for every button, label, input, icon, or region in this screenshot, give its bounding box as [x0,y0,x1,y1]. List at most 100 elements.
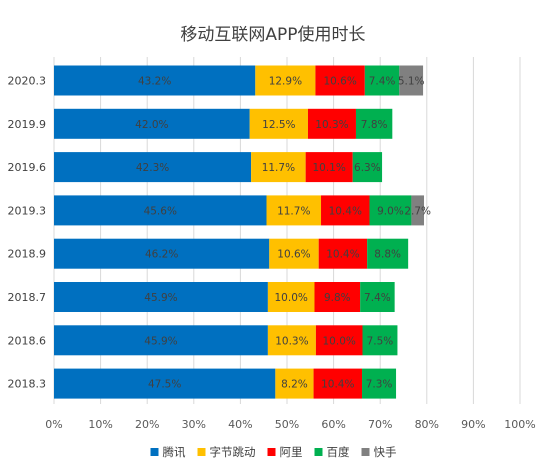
bar-segment [54,282,268,312]
x-tick-label: 60% [321,418,345,431]
bar-segment [267,325,316,356]
legend-swatch [267,448,276,456]
bar-segment [315,325,363,356]
legend: 腾讯 字节跳动 阿里 百度 快手 [150,445,397,459]
x-tick-label: 20% [135,418,159,431]
data-label: 42.3% [136,162,169,174]
legend-label: 百度 [327,445,350,459]
x-tick-label: 70% [368,418,392,431]
data-label: 10.1% [312,162,345,174]
bar-segment [313,368,363,399]
data-label: 7.4% [364,292,391,304]
data-label: 10.4% [329,205,362,217]
data-label: 9.8% [324,292,351,304]
legend-label: 字节跳动 [210,445,256,459]
data-label: 2.7% [404,205,431,217]
legend-item: 腾讯 [150,445,186,459]
category-labels: 2020.3 2019.9 2019.6 2019.3 2018.9 2018.7 2018… [8,75,47,391]
category-label: 2019.6 [8,161,47,174]
x-tick-label: 90% [461,418,485,431]
x-tick-label: 100% [504,418,535,431]
data-label: 6.3% [354,162,381,174]
category-label: 2019.9 [8,118,47,131]
bar-segment [360,282,395,312]
bar-segment [54,238,270,269]
data-label: 46.2% [145,249,178,261]
x-tick-label: 0% [45,418,62,431]
bar-segment [362,325,398,356]
data-label: 8.2% [281,379,308,391]
bar-segment [352,152,383,183]
legend-swatch [150,448,159,456]
category-label: 2018.6 [8,334,47,347]
data-label: 45.9% [144,292,177,304]
bar-segment [54,108,250,139]
bar-segment [54,368,276,399]
data-label: 10.4% [321,379,354,391]
legend-label: 阿里 [280,445,303,459]
bar-segment [255,65,316,96]
chart-title: 移动互联网APP使用时长 [180,24,365,45]
data-label: 11.7% [277,205,310,217]
bar-segment [266,195,322,226]
category-label: 2020.3 [8,75,47,88]
bar-segment [399,65,424,96]
data-label: 12.9% [269,76,302,88]
data-label: 10.3% [315,119,348,131]
bar-segment [411,195,425,226]
bar-segment [305,152,353,183]
x-tick-label: 80% [415,418,439,431]
legend-item: 百度 [314,445,350,459]
category-label: 2018.3 [8,378,47,391]
legend-swatch [314,448,323,456]
bar-segment [251,152,306,183]
data-label: 11.7% [262,162,295,174]
bar-segment [307,108,356,139]
legend-label: 快手 [374,445,397,459]
bar-segment [54,65,256,96]
data-label: 7.8% [361,119,388,131]
legend-item: 快手 [361,445,397,459]
legend-label: 腾讯 [163,445,186,459]
data-label: 8.8% [374,249,401,261]
x-tick-label: 40% [228,418,252,431]
bar-segment [267,282,315,312]
bars-layer: 43.2% 12.9% 10.6% 7.4% 5.1%42.0% 12.5% 10.3% 7.… [54,65,431,399]
data-label: 45.6% [144,205,177,217]
bar-segment [362,368,397,399]
data-label: 7.3% [366,379,393,391]
data-label: 43.2% [138,76,171,88]
legend-swatch [361,448,370,456]
data-label: 10.0% [323,335,356,347]
data-label: 45.9% [144,335,177,347]
bar-segment [314,282,361,312]
bar-segment [249,108,308,139]
legend-item: 字节跳动 [197,445,256,459]
bar-segment [269,238,319,269]
category-label: 2019.3 [8,204,47,217]
bar-segment [54,195,267,226]
x-tick-label: 30% [182,418,206,431]
bar-segment [369,195,412,226]
data-label: 7.4% [369,76,396,88]
x-tick-label: 50% [275,418,299,431]
bar-segment [364,65,400,96]
bar-segment [54,152,252,183]
data-label: 10.6% [277,249,310,261]
data-label: 42.0% [135,119,168,131]
data-label: 10.3% [275,335,308,347]
bar-segment [315,65,365,96]
category-label: 2018.9 [8,248,47,261]
data-label: 10.0% [275,292,308,304]
bar-segment [54,325,268,356]
data-label: 7.5% [367,335,394,347]
category-label: 2018.7 [8,291,47,304]
legend-item: 阿里 [267,445,303,459]
x-tick-label: 10% [88,418,112,431]
data-label: 12.5% [262,119,295,131]
bar-segment [367,238,409,269]
x-axis-tick-labels: 0% 10% 20% 30% 40% 50% 60% 70% 80% 90% 100% [45,418,535,431]
legend-swatch [197,448,206,456]
